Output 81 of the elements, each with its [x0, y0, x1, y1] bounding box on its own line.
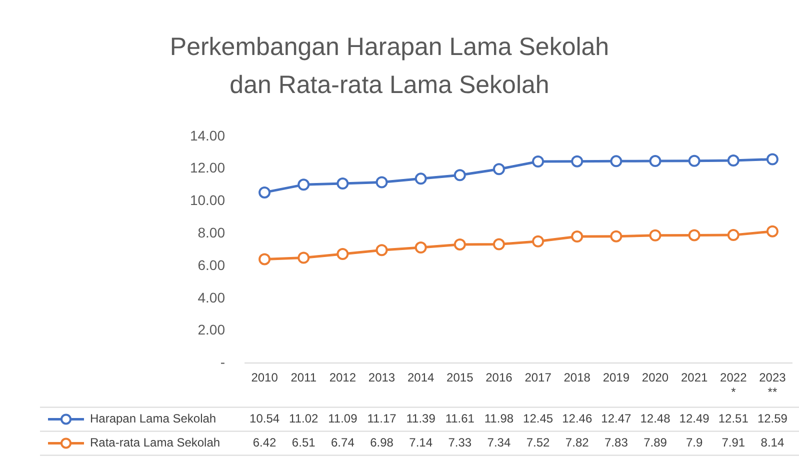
point — [414, 172, 427, 185]
data-label: 8.14 — [760, 436, 784, 450]
point — [414, 242, 427, 254]
point — [766, 153, 778, 166]
x-tick-label: 2018 — [564, 370, 591, 385]
y-tick-label: 12.00 — [190, 160, 226, 176]
point — [727, 154, 740, 167]
point — [649, 229, 662, 242]
chart-title: Perkembangan Harapan Lama Sekolah dan Rata-rata Lama Sekolah — [168, 32, 610, 101]
x-tick-label: 2011 — [290, 370, 317, 385]
y-tick-label: - — [220, 354, 226, 370]
x-tick-label: 2016 — [486, 370, 513, 385]
data-label: 12.46 — [562, 412, 592, 426]
point — [649, 155, 662, 168]
y-tick-label: 8.00 — [198, 224, 226, 240]
data-label: 12.45 — [523, 412, 554, 426]
data-label: 12.48 — [640, 412, 671, 426]
x-tick-label: 2017 — [524, 370, 552, 385]
point — [258, 253, 271, 266]
data-label: 6.98 — [370, 436, 394, 450]
point — [571, 230, 584, 243]
data-label: 7.14 — [409, 436, 433, 450]
data-label: 7.91 — [722, 436, 746, 450]
data-label: 11.17 — [367, 412, 397, 426]
data-label: 11.98 — [484, 412, 514, 426]
point — [766, 225, 778, 238]
data-label: 7.33 — [448, 436, 472, 450]
x-tick-label: 2014 — [407, 370, 434, 385]
x-tick-label: 2020 — [642, 370, 669, 385]
x-tick-label: 2022 * — [720, 370, 748, 400]
data-label: 6.42 — [252, 436, 277, 450]
data-label: 11.39 — [406, 412, 436, 426]
point — [258, 186, 271, 198]
point — [298, 178, 310, 191]
data-label: 6.51 — [292, 436, 316, 450]
point — [336, 248, 349, 260]
data-label: 6.74 — [331, 436, 355, 450]
x-tick-label: 2010 — [251, 370, 278, 385]
data-label: 10.54 — [250, 412, 280, 426]
point — [571, 155, 584, 168]
point — [532, 156, 544, 168]
x-tick-label: 2013 — [368, 370, 396, 385]
data-label: 12.47 — [601, 412, 632, 426]
legend-label: Rata-rata Lama Sekolah — [90, 436, 220, 450]
data-label: 11.09 — [328, 412, 358, 426]
point — [454, 169, 466, 182]
point — [532, 235, 544, 248]
point — [336, 178, 349, 190]
data-label: 7.89 — [644, 436, 668, 450]
point — [492, 238, 505, 250]
x-tick-label: 2019 — [602, 370, 630, 385]
point — [454, 238, 466, 250]
y-tick-label: 2.00 — [198, 322, 226, 338]
data-label: 11.02 — [289, 412, 318, 426]
data-label: 12.59 — [757, 412, 788, 426]
point — [610, 155, 622, 168]
data-label: 7.82 — [565, 436, 590, 450]
data-label: 7.34 — [487, 436, 511, 450]
y-tick-label: 4.00 — [198, 289, 226, 306]
x-tick-label: 2021 — [680, 370, 708, 385]
data-label: 11.61 — [445, 412, 475, 426]
point — [492, 163, 505, 176]
data-label: 7.83 — [604, 436, 628, 450]
legend-label: Harapan Lama Sekolah — [90, 412, 216, 426]
point — [376, 244, 388, 256]
y-tick-label: 6.00 — [198, 256, 226, 273]
x-tick-label: 2023 ** — [759, 370, 786, 400]
point — [610, 230, 622, 242]
point — [688, 229, 700, 242]
data-label: 12.51 — [718, 412, 749, 426]
point — [376, 176, 388, 188]
point — [298, 252, 310, 264]
x-tick-label: 2015 — [446, 370, 474, 385]
data-label: 7.9 — [686, 436, 703, 450]
point — [727, 229, 740, 242]
x-tick-label: 2012 — [329, 370, 356, 385]
y-tick-label: 14.00 — [190, 127, 226, 144]
data-label: 7.52 — [526, 436, 550, 450]
y-tick-label: 10.00 — [190, 192, 226, 208]
data-label: 12.49 — [679, 412, 710, 426]
point — [688, 154, 700, 167]
